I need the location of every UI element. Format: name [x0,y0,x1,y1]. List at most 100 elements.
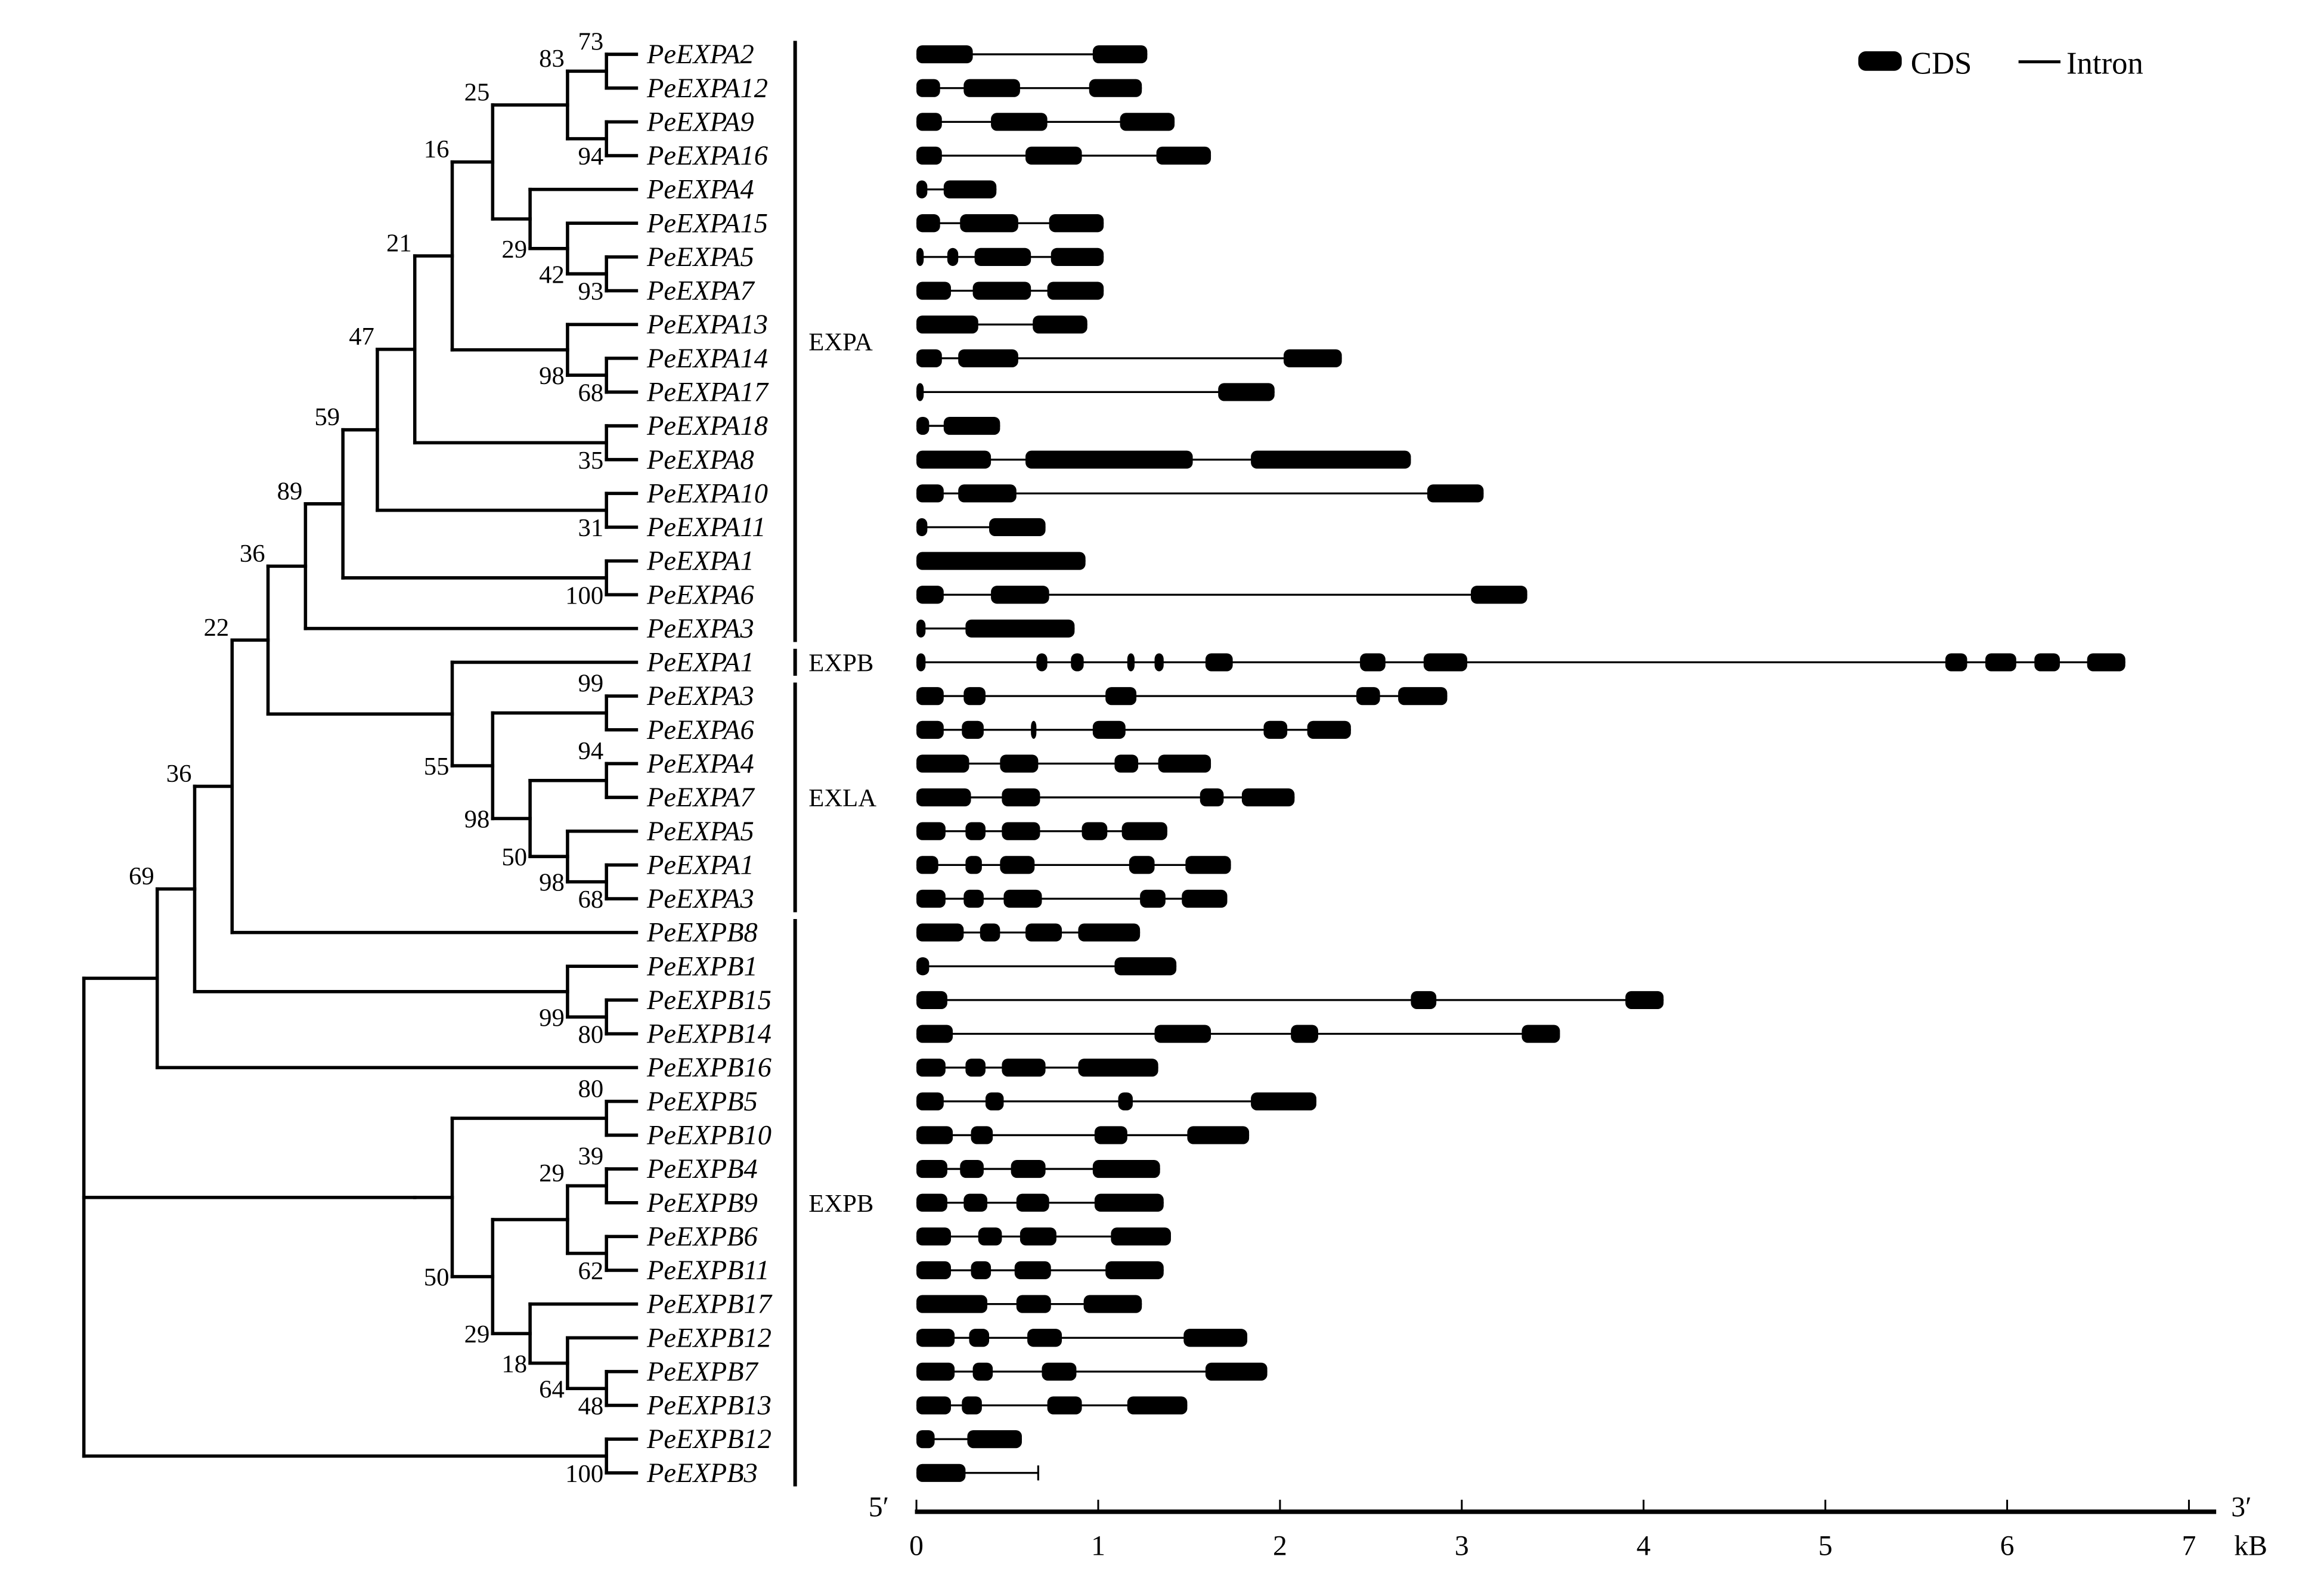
gene-structure-row [916,957,1177,976]
bootstrap-value: 18 [501,1350,527,1378]
gene-structure-row [916,214,1104,233]
cds-exon [916,923,964,942]
cds-exon [1016,1295,1051,1313]
cds-exon [916,1059,946,1077]
gene-structure-row [916,619,1075,638]
axis-end-label: 3′ [2231,1491,2251,1523]
gene-structure-row [916,349,1342,367]
cds-exon [1307,720,1351,739]
bootstrap-value: 99 [578,670,603,698]
gene-structure-row [916,1126,1250,1144]
cds-exon [974,247,1031,266]
cds-exon [1033,315,1087,334]
cds-exon [1218,383,1275,401]
gene-structure-row [916,991,1664,1009]
leaf-label: PeEXPB16 [646,1053,771,1083]
axis-tick-label: 0 [909,1530,924,1562]
leaf-label: PeEXPA3 [646,884,754,914]
cds-exon [958,349,1018,367]
clade-label: EXPB [808,1190,873,1218]
cds-exon [1471,586,1527,604]
cds-exon [1049,214,1104,233]
cds-exon [916,754,969,773]
cds-exon [1092,45,1148,64]
gene-structure-row [916,653,2125,672]
cds-exon [916,619,926,638]
gene-structure-row [916,79,1142,97]
gene-structure-row [916,1329,1248,1347]
gene-structure-row [916,416,1000,435]
cds-exon [916,315,978,334]
cds-exon [1251,450,1411,469]
leaf-label: PeEXPA6 [646,580,754,610]
axis-tick-label: 5 [1818,1530,1833,1562]
cds-exon [1025,450,1193,469]
gene-structure-row [916,1295,1142,1313]
gene-structure-row [916,1396,1188,1415]
bootstrap-value: 100 [565,1460,603,1488]
leaf-labels: PeEXPA2PeEXPA12PeEXPA9PeEXPA16PeEXPA4PeE… [646,39,773,1489]
leaf-label: PeEXPA7 [646,782,755,813]
cds-exon [1092,1159,1160,1178]
leaf-label: PeEXPA4 [646,175,754,205]
cds-exon [1185,856,1231,874]
cds-exon [972,281,1031,300]
cds-exon [1356,687,1380,706]
leaf-label: PeEXPA12 [646,73,768,104]
leaf-label: PeEXPB5 [646,1087,758,1117]
cds-exon [1111,1227,1171,1246]
gene-structure-row [916,484,1484,503]
cds-exon [916,484,944,503]
bootstrap-value: 29 [464,1320,490,1348]
cds-exon [1105,687,1137,706]
leaf-label: PeEXPA11 [646,512,766,543]
axis-tick-label: 6 [2000,1530,2015,1562]
gene-structure-row [916,720,1351,739]
cds-exon [1042,1362,1077,1381]
bootstrap-value: 31 [578,514,603,542]
cds-exon [978,1227,1002,1246]
axis-start-label: 5′ [869,1491,889,1523]
cds-exon [1187,1126,1250,1144]
cds-legend-icon [1858,51,1902,71]
cds-exon [989,518,1046,537]
cds-exon [1092,720,1126,739]
bootstrap-value: 42 [539,261,565,289]
cds-exon [1016,1193,1049,1212]
cds-exon [1047,281,1104,300]
cds-exon [916,450,991,469]
cds-exon [1423,653,1467,672]
axis-tick-label: 1 [1091,1530,1105,1562]
cds-exon [943,180,997,199]
gene-structure-row [916,45,1148,64]
bootstrap-value: 94 [578,737,603,765]
leaf-label: PeEXPA3 [646,681,754,711]
gene-structure-row [916,146,1211,165]
cds-exon [916,1295,988,1313]
gene-structure-row [916,1227,1171,1246]
bootstrap-value: 68 [578,886,603,914]
bootstrap-value: 35 [578,447,603,475]
leaf-label: PeEXPA1 [646,648,754,678]
bootstrap-value: 99 [539,1004,565,1032]
clade-label: EXPA [808,329,873,357]
gene-structure-row [916,788,1295,807]
cds-exon [916,214,940,233]
cds-exon [1284,349,1342,367]
cds-exon [1121,822,1167,840]
cds-exon [1027,1329,1062,1347]
leaf-label: PeEXPA5 [646,242,754,273]
leaf-label: PeEXPA16 [646,141,768,171]
cds-exon [1945,653,1967,672]
bootstrap-value: 98 [539,362,565,390]
gene-structure-row [916,518,1046,537]
cds-exon [1002,822,1040,840]
gene-structure-row [916,1159,1160,1178]
clade-label: EXPB [808,649,873,677]
leaf-label: PeEXPB9 [646,1188,758,1218]
cds-exon [1154,1025,1211,1043]
axis-tick-label: 2 [1273,1530,1287,1562]
gene-structure-row [916,822,1167,840]
gene-structure-row [916,1092,1316,1110]
